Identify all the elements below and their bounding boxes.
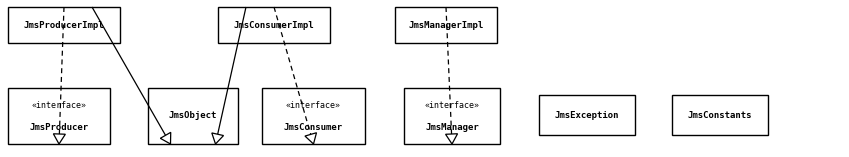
Polygon shape xyxy=(53,134,65,144)
Bar xyxy=(8,7,120,43)
Bar xyxy=(672,95,768,135)
Text: JmsProducerImpl: JmsProducerImpl xyxy=(24,21,104,30)
Text: «interface»: «interface» xyxy=(31,101,87,110)
Polygon shape xyxy=(446,134,458,144)
Text: JmsManager: JmsManager xyxy=(425,123,479,132)
Text: JmsProducer: JmsProducer xyxy=(30,123,88,132)
Bar xyxy=(218,7,330,43)
Bar xyxy=(148,88,238,144)
Polygon shape xyxy=(305,133,317,144)
Bar xyxy=(404,88,500,144)
Text: JmsObject: JmsObject xyxy=(169,111,217,121)
Text: «interface»: «interface» xyxy=(286,101,341,110)
Polygon shape xyxy=(160,132,171,144)
Bar xyxy=(262,88,365,144)
Text: JmsException: JmsException xyxy=(554,111,619,119)
Polygon shape xyxy=(211,133,223,144)
Bar xyxy=(395,7,497,43)
Text: «interface»: «interface» xyxy=(424,101,480,110)
Bar xyxy=(539,95,635,135)
Text: JmsConsumer: JmsConsumer xyxy=(284,123,343,132)
Text: JmsConsumerImpl: JmsConsumerImpl xyxy=(233,21,314,30)
Text: JmsManagerImpl: JmsManagerImpl xyxy=(408,21,484,30)
Text: JmsConstants: JmsConstants xyxy=(688,111,752,119)
Bar xyxy=(8,88,110,144)
